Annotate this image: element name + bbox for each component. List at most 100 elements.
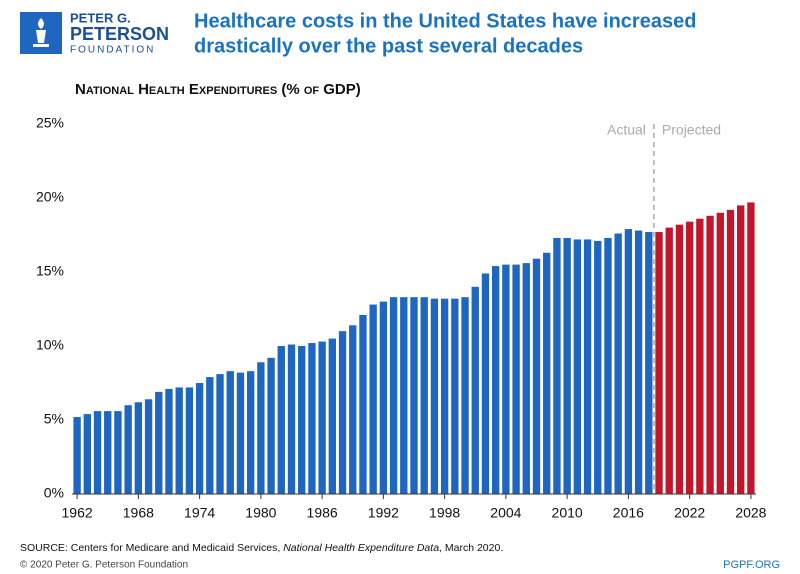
- bar: [83, 414, 91, 494]
- bar: [298, 346, 306, 494]
- bar: [512, 264, 520, 494]
- bar: [716, 212, 724, 495]
- bar: [563, 237, 571, 494]
- bar: [124, 405, 132, 494]
- x-tick-label: 1974: [184, 505, 215, 521]
- x-tick-label: 1962: [62, 505, 93, 521]
- x-tick-label: 1986: [307, 505, 338, 521]
- bar: [471, 286, 479, 494]
- bar: [583, 239, 592, 494]
- source-text: SOURCE: Centers for Medicare and Medicai…: [20, 542, 283, 554]
- y-tick-label: 20%: [36, 189, 64, 205]
- bar: [369, 304, 377, 494]
- bar: [267, 357, 275, 494]
- x-tick-label: 1998: [429, 505, 460, 521]
- logo-text: PETER G.: [70, 10, 131, 25]
- bar: [440, 298, 449, 494]
- bar: [624, 229, 633, 494]
- bar: [257, 362, 265, 494]
- bar: [308, 343, 316, 494]
- bar: [328, 338, 337, 494]
- bar: [553, 237, 561, 494]
- bar: [410, 297, 418, 494]
- bar: [206, 377, 214, 494]
- source-text: , March 2020.: [439, 542, 503, 554]
- legend-label: Actual: [607, 122, 646, 138]
- bar: [614, 233, 622, 494]
- bar: [634, 230, 643, 494]
- bar: [318, 341, 326, 494]
- bar: [359, 314, 367, 494]
- bar: [216, 374, 224, 494]
- bar: [73, 417, 81, 494]
- bar: [685, 221, 694, 494]
- x-tick-label: 2016: [613, 505, 644, 521]
- bar: [543, 252, 551, 494]
- bar: [226, 371, 234, 494]
- bar: [522, 263, 530, 494]
- bar: [144, 399, 153, 494]
- bar: [379, 301, 388, 494]
- legend-label: Projected: [662, 122, 721, 138]
- logo-text: PETERSON: [70, 24, 169, 44]
- bar: [114, 411, 122, 494]
- bar: [461, 297, 469, 494]
- bar: [389, 297, 398, 494]
- bar: [645, 232, 653, 495]
- x-tick-label: 1980: [245, 505, 276, 521]
- chart-title: National Health Expenditures (% of GDP): [75, 81, 361, 98]
- bar: [665, 227, 673, 494]
- bar: [737, 205, 745, 494]
- bar: [573, 239, 582, 494]
- bar: [675, 224, 684, 494]
- y-tick-label: 0%: [44, 485, 64, 501]
- logo-text: FOUNDATION: [70, 45, 155, 56]
- bar: [195, 383, 204, 494]
- y-tick-label: 15%: [36, 263, 64, 279]
- x-tick-label: 2028: [735, 505, 766, 521]
- bar: [236, 372, 245, 494]
- bar: [185, 387, 194, 494]
- logo-torch: [33, 18, 49, 47]
- x-tick-label: 2004: [490, 505, 521, 521]
- bar: [134, 402, 143, 494]
- bar: [726, 209, 735, 494]
- page-title: drastically over the past several decade…: [194, 35, 583, 57]
- bar: [481, 273, 490, 494]
- bar: [246, 371, 255, 494]
- x-tick-label: 2022: [674, 505, 705, 521]
- page-title: Healthcare costs in the United States ha…: [194, 10, 696, 32]
- source-text: National Health Expenditure Data: [283, 542, 439, 554]
- bar: [155, 391, 163, 494]
- bar: [706, 215, 714, 494]
- x-tick-label: 1992: [368, 505, 399, 521]
- bar: [747, 202, 755, 494]
- bar: [491, 266, 500, 494]
- bar: [175, 387, 183, 494]
- source: SOURCE: Centers for Medicare and Medicai…: [20, 542, 503, 554]
- y-tick-label: 10%: [36, 337, 64, 353]
- bar: [451, 298, 459, 494]
- bar: [655, 232, 663, 495]
- y-tick-label: 5%: [44, 411, 64, 427]
- copyright: © 2020 Peter G. Peterson Foundation: [20, 560, 188, 571]
- bar: [277, 346, 285, 494]
- x-tick-label: 1968: [123, 505, 154, 521]
- bar: [532, 258, 541, 494]
- bar: [338, 331, 347, 494]
- x-tick-label: 2010: [552, 505, 583, 521]
- bar: [696, 218, 704, 494]
- bar: [165, 388, 173, 494]
- bar: [287, 344, 296, 494]
- bar: [594, 240, 602, 494]
- bar: [420, 297, 428, 494]
- bar: [502, 264, 510, 494]
- bar: [400, 297, 408, 494]
- bar: [430, 298, 439, 494]
- y-tick-label: 25%: [36, 115, 64, 131]
- bar: [93, 411, 102, 494]
- bar: [104, 411, 112, 494]
- bar: [604, 237, 612, 494]
- bar: [349, 325, 357, 494]
